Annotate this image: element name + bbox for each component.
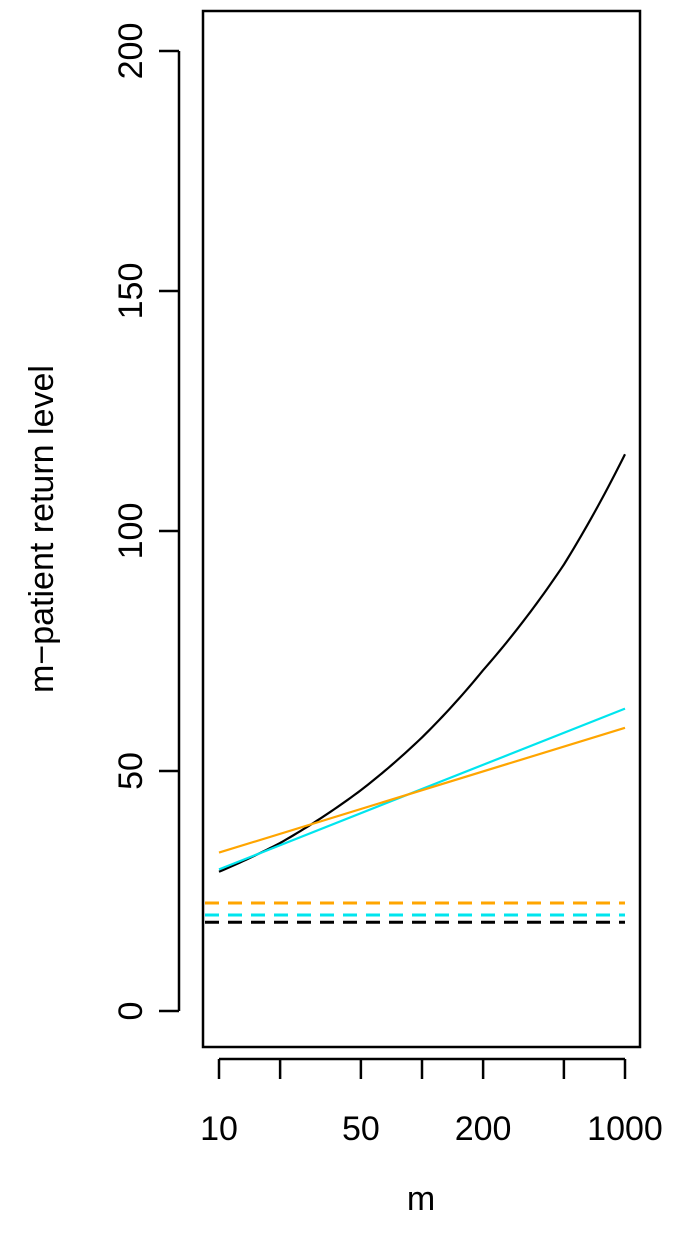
series-layer (205, 453, 626, 924)
series-line-1 (218, 707, 626, 871)
x-tick-label-1000: 1000 (587, 1110, 663, 1148)
x-axis-title: m (407, 1180, 435, 1218)
x-tick-label-10: 10 (200, 1110, 238, 1148)
plot-frame (201, 9, 642, 1049)
y-tick-label-150: 150 (112, 263, 150, 320)
y-axis: 0 50 100 150 200 (112, 23, 181, 1021)
y-tick-label-100: 100 (112, 503, 150, 560)
y-tick-label-200: 200 (112, 23, 150, 80)
x-tick-label-200: 200 (455, 1110, 512, 1148)
series-line-2 (218, 726, 626, 854)
x-axis: 10 50 200 1000 (200, 1057, 663, 1148)
x-tick-label-50: 50 (342, 1110, 380, 1148)
y-tick-label-0: 0 (112, 1002, 150, 1021)
y-axis-title: m−patient return level (23, 365, 61, 693)
y-tick-label-50: 50 (112, 752, 150, 790)
series-line-0 (218, 453, 626, 873)
